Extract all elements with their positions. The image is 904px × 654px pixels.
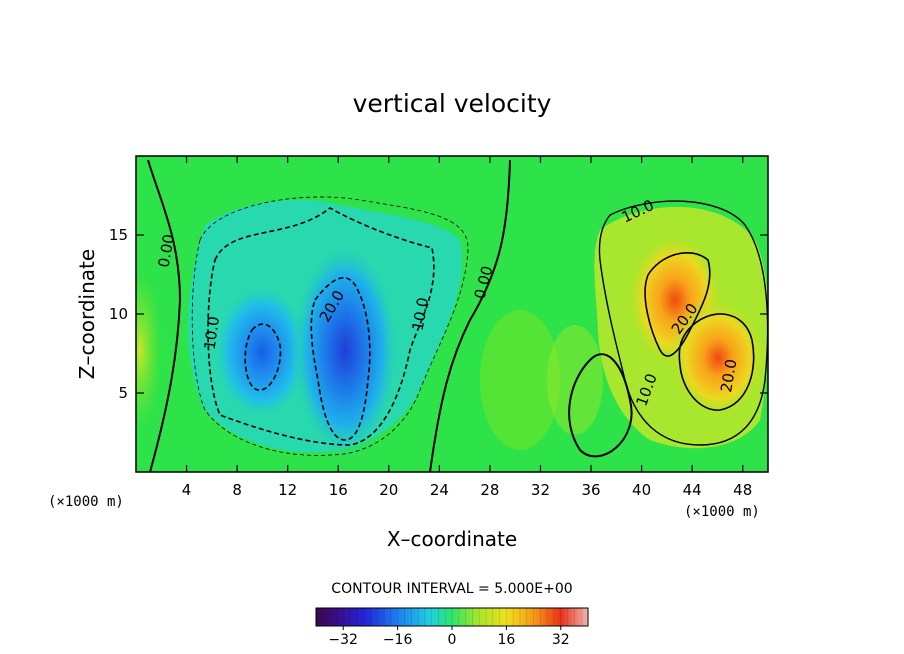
contour-neg10 [207, 207, 435, 446]
contour-neg5 [191, 196, 469, 456]
colorbar-divisions [322, 608, 582, 626]
downdraft-core-main [290, 240, 400, 460]
colorbar-tick-label: −32 [328, 632, 358, 648]
contour-zero-left [147, 159, 182, 472]
contour-label: 10.0 [409, 296, 433, 332]
x-tick-label: 28 [480, 481, 499, 499]
x-axis-ticks: 4 8 12 16 20 24 28 32 36 40 44 48 [182, 156, 752, 499]
weak-updraft-blob [547, 325, 603, 435]
contour-pos10 [598, 200, 768, 446]
chart-title: vertical velocity [353, 89, 552, 118]
colorbar-tick-label: −16 [383, 632, 413, 648]
contour-pos20-lower [678, 313, 755, 411]
updraft-core-lower [668, 296, 768, 420]
contour-label: 10.0 [201, 315, 223, 351]
x-tick-label: 12 [278, 481, 297, 499]
colorbar-tick-label: 32 [552, 632, 570, 648]
colorbar-tick-label: 16 [497, 632, 515, 648]
y-tick-label: 15 [109, 226, 128, 244]
y-axis-label: Z–coordinate [75, 249, 99, 379]
x-axis-unit-left: (×1000 m) [48, 494, 124, 510]
x-tick-label: 8 [232, 481, 242, 499]
x-tick-label: 24 [430, 481, 449, 499]
contour-neg20-left [244, 323, 282, 391]
x-tick-label: 16 [329, 481, 348, 499]
contour-zero-right [568, 353, 633, 458]
x-axis-label: X–coordinate [387, 527, 517, 551]
x-tick-label: 20 [379, 481, 398, 499]
x-tick-label: 32 [531, 481, 550, 499]
y-axis-ticks: 5 10 15 [109, 226, 768, 402]
downdraft-core-left [212, 282, 312, 422]
y-tick-label: 10 [109, 305, 128, 323]
left-edge-weak-updraft [136, 270, 162, 430]
x-tick-label: 44 [683, 481, 702, 499]
contour-interval-text: CONTOUR INTERVAL = 5.000E+00 [331, 581, 572, 597]
colorbar-tick-label: 0 [448, 632, 457, 648]
x-axis-unit-right: (×1000 m) [684, 504, 760, 520]
contour-neg20 [310, 277, 371, 441]
x-tick-label: 48 [733, 481, 752, 499]
contour-label: 20.0 [717, 358, 741, 394]
contour-pos20-upper [644, 251, 711, 357]
y-tick-label: 5 [118, 384, 128, 402]
x-tick-label: 36 [581, 481, 600, 499]
contour-zero-middle [429, 159, 511, 472]
contour-label: 0.00 [155, 233, 179, 269]
contour-lines [147, 159, 768, 472]
plot-area [136, 156, 768, 472]
colorbar: −32 −16 0 16 32 [315, 607, 589, 648]
x-tick-label: 40 [632, 481, 651, 499]
colorbar-ticks: −32 −16 0 16 32 [328, 626, 570, 648]
x-tick-label: 4 [182, 481, 192, 499]
weak-updraft-blob [480, 310, 560, 450]
